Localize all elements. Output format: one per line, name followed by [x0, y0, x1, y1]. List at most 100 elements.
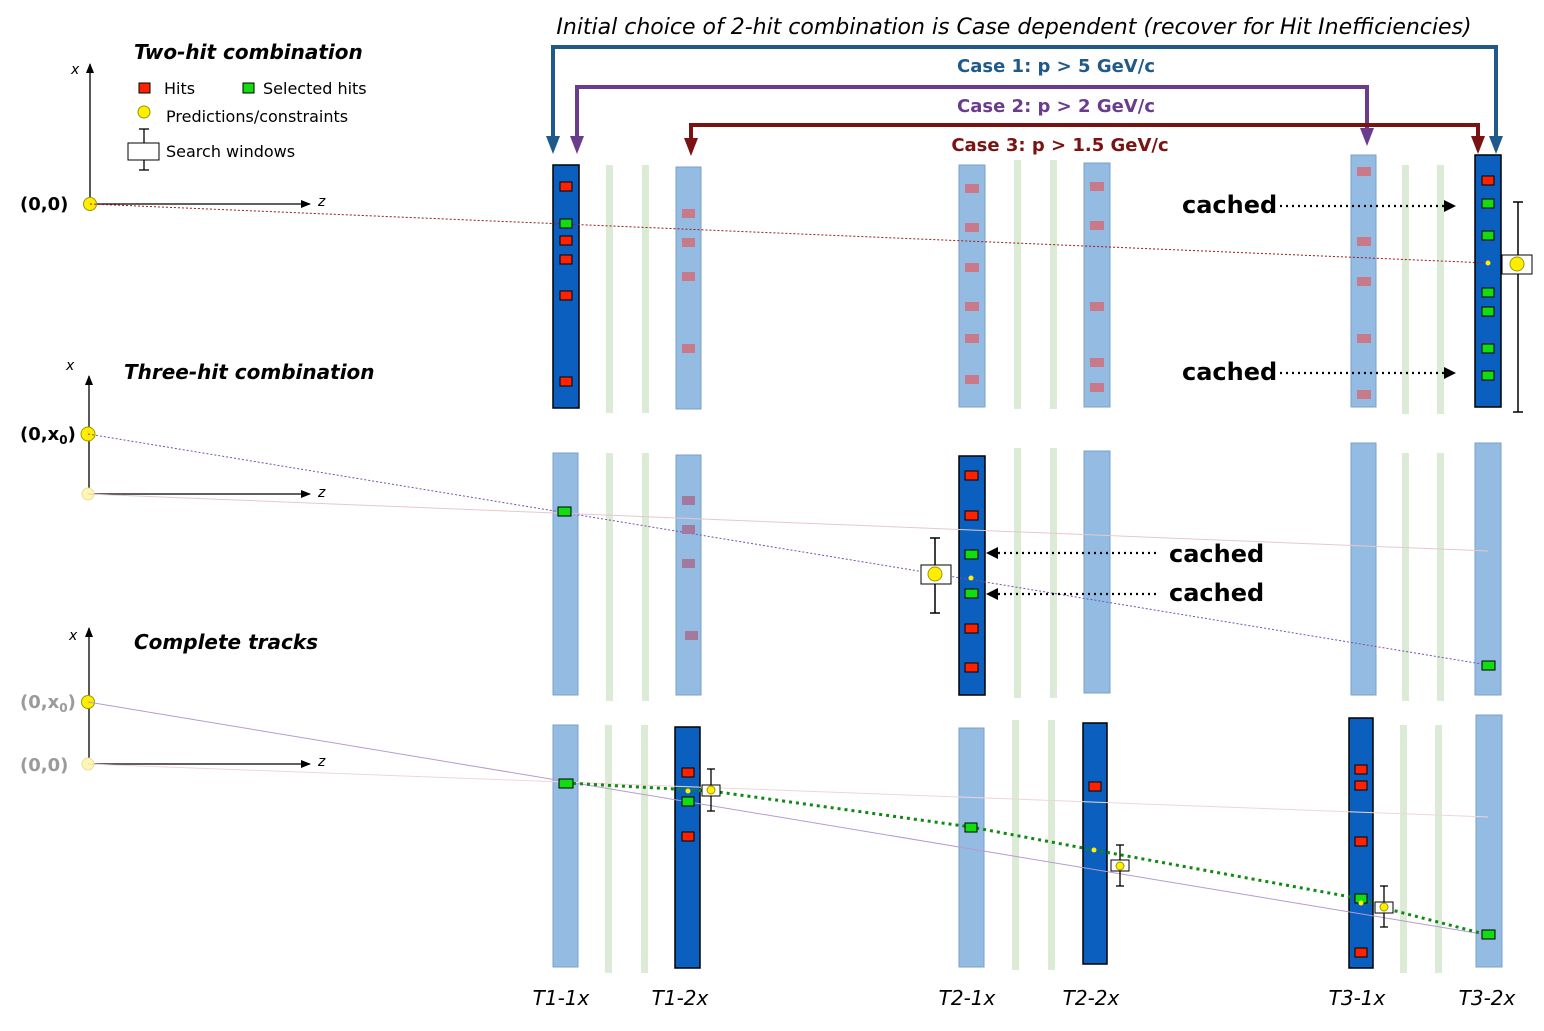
legend-prediction-marker — [137, 105, 151, 119]
uv-layer — [1050, 448, 1057, 698]
layer-t1-2x — [675, 166, 702, 410]
hit — [681, 767, 695, 778]
selected-hit — [1481, 929, 1496, 940]
prediction-point — [1485, 260, 1491, 266]
x-axis-label: x — [65, 358, 75, 374]
uv-layer — [1402, 453, 1409, 701]
cached-annotations: cached cached cached cached — [986, 191, 1456, 607]
layer-label-t1-2x: T1-2x — [652, 986, 709, 1010]
track-lines — [87, 203, 1489, 937]
legend-selected-label: Selected hits — [263, 79, 367, 98]
selected-hit — [557, 506, 572, 517]
section-three-hit-title: Three-hit combination — [124, 360, 375, 384]
section-two-hit-title: Two-hit combination — [134, 40, 363, 64]
legend-predictions-label: Predictions/constraints — [166, 107, 348, 126]
uv-layer — [642, 453, 649, 701]
prediction-point — [685, 788, 691, 794]
prediction-point — [1509, 256, 1525, 272]
prediction-point — [1358, 900, 1364, 906]
hit-faded — [1090, 302, 1104, 311]
row-3-hits — [558, 764, 1496, 958]
hit — [964, 510, 979, 521]
two-hit-track-line — [89, 203, 1489, 264]
layer-label-t2-1x: T2-1x — [939, 986, 996, 1010]
legend-search-window-marker — [127, 128, 160, 171]
hit-faded — [1090, 383, 1104, 392]
legend-hits-label: Hits — [164, 79, 195, 98]
axes-panel-2: x z (0,x0) — [20, 358, 326, 501]
hit-faded — [1090, 221, 1104, 230]
origin-label-1: (0,0) — [20, 194, 68, 215]
layer-t1-1x — [552, 452, 579, 696]
layer-t3-1x — [1350, 442, 1377, 696]
axes-panel-3: x z (0,x0) (0,0) — [20, 627, 326, 776]
legend-search-label: Search windows — [166, 142, 295, 161]
hit-faded — [1357, 277, 1371, 286]
layer-t2-2x — [1083, 162, 1111, 408]
hit — [1354, 764, 1368, 775]
prediction-point — [706, 785, 716, 795]
hit-faded — [1090, 358, 1104, 367]
hit — [559, 376, 573, 387]
uv-layer — [1050, 160, 1057, 409]
cached-label: cached — [1169, 540, 1264, 568]
hit — [1481, 175, 1495, 186]
selected-hit — [1481, 343, 1495, 354]
row-2-hits — [557, 470, 1496, 673]
layer-t1-1x — [552, 724, 579, 968]
selected-hit — [1481, 287, 1495, 298]
uv-layer — [1437, 453, 1444, 701]
hit-faded — [682, 559, 695, 568]
selected-hit — [964, 588, 979, 599]
z-axis-label: z — [317, 194, 326, 210]
hit-faded — [1357, 237, 1371, 246]
cached-label: cached — [1182, 358, 1277, 386]
cached-label: cached — [1182, 191, 1277, 219]
prediction-point — [1379, 902, 1389, 912]
case-1-label: Case 1: p > 5 GeV/c — [957, 56, 1155, 77]
row-2-layers — [552, 442, 1502, 701]
search-window-row-3-t3 — [1374, 885, 1394, 928]
uv-layer — [1435, 725, 1442, 973]
layer-label-t3-2x: T3-2x — [1459, 986, 1516, 1010]
uv-layer — [1048, 720, 1055, 970]
diagram-title: Initial choice of 2-hit combination is C… — [556, 15, 1471, 40]
layer-t2-1x-active — [958, 455, 986, 696]
case-3-label: Case 3: p > 1.5 GeV/c — [951, 135, 1168, 156]
axes-panel-1: x z (0,0) — [20, 62, 326, 215]
uv-layer — [1012, 720, 1019, 970]
origin-label-3b: (0,0) — [20, 755, 68, 776]
uv-layer — [641, 725, 648, 973]
uv-layer — [642, 165, 649, 413]
legend-selected-marker — [242, 82, 255, 94]
hit-faded — [682, 272, 695, 281]
layer-t2-2x — [1083, 450, 1111, 694]
prediction-point — [968, 575, 974, 581]
selected-hit — [1481, 230, 1495, 241]
uv-layer — [1402, 165, 1409, 414]
hit — [1354, 947, 1368, 958]
hit-faded — [682, 238, 695, 247]
prediction-point — [927, 566, 943, 582]
layer-t3-2x-active — [1474, 154, 1502, 408]
hit-faded — [682, 344, 695, 353]
selected-hit — [559, 218, 573, 229]
layer-t1-2x-active — [674, 726, 701, 969]
hit — [1354, 780, 1368, 791]
case-1-arrow — [546, 45, 1503, 154]
layer-t1-2x — [675, 454, 702, 696]
hit — [559, 235, 573, 246]
selected-hit — [1481, 370, 1495, 381]
legend: Hits Selected hits Predictions/constrain… — [127, 79, 367, 171]
layer-t1-1x-active — [552, 164, 580, 409]
hit — [559, 290, 573, 301]
selected-hit — [964, 549, 979, 560]
selected-hit — [1481, 198, 1495, 209]
hit-faded — [965, 263, 979, 272]
cached-label: cached — [1169, 579, 1264, 607]
hit — [559, 181, 573, 192]
case-2-arrow — [570, 85, 1374, 154]
hit-faded — [1357, 167, 1371, 176]
uv-layer — [1014, 160, 1021, 409]
